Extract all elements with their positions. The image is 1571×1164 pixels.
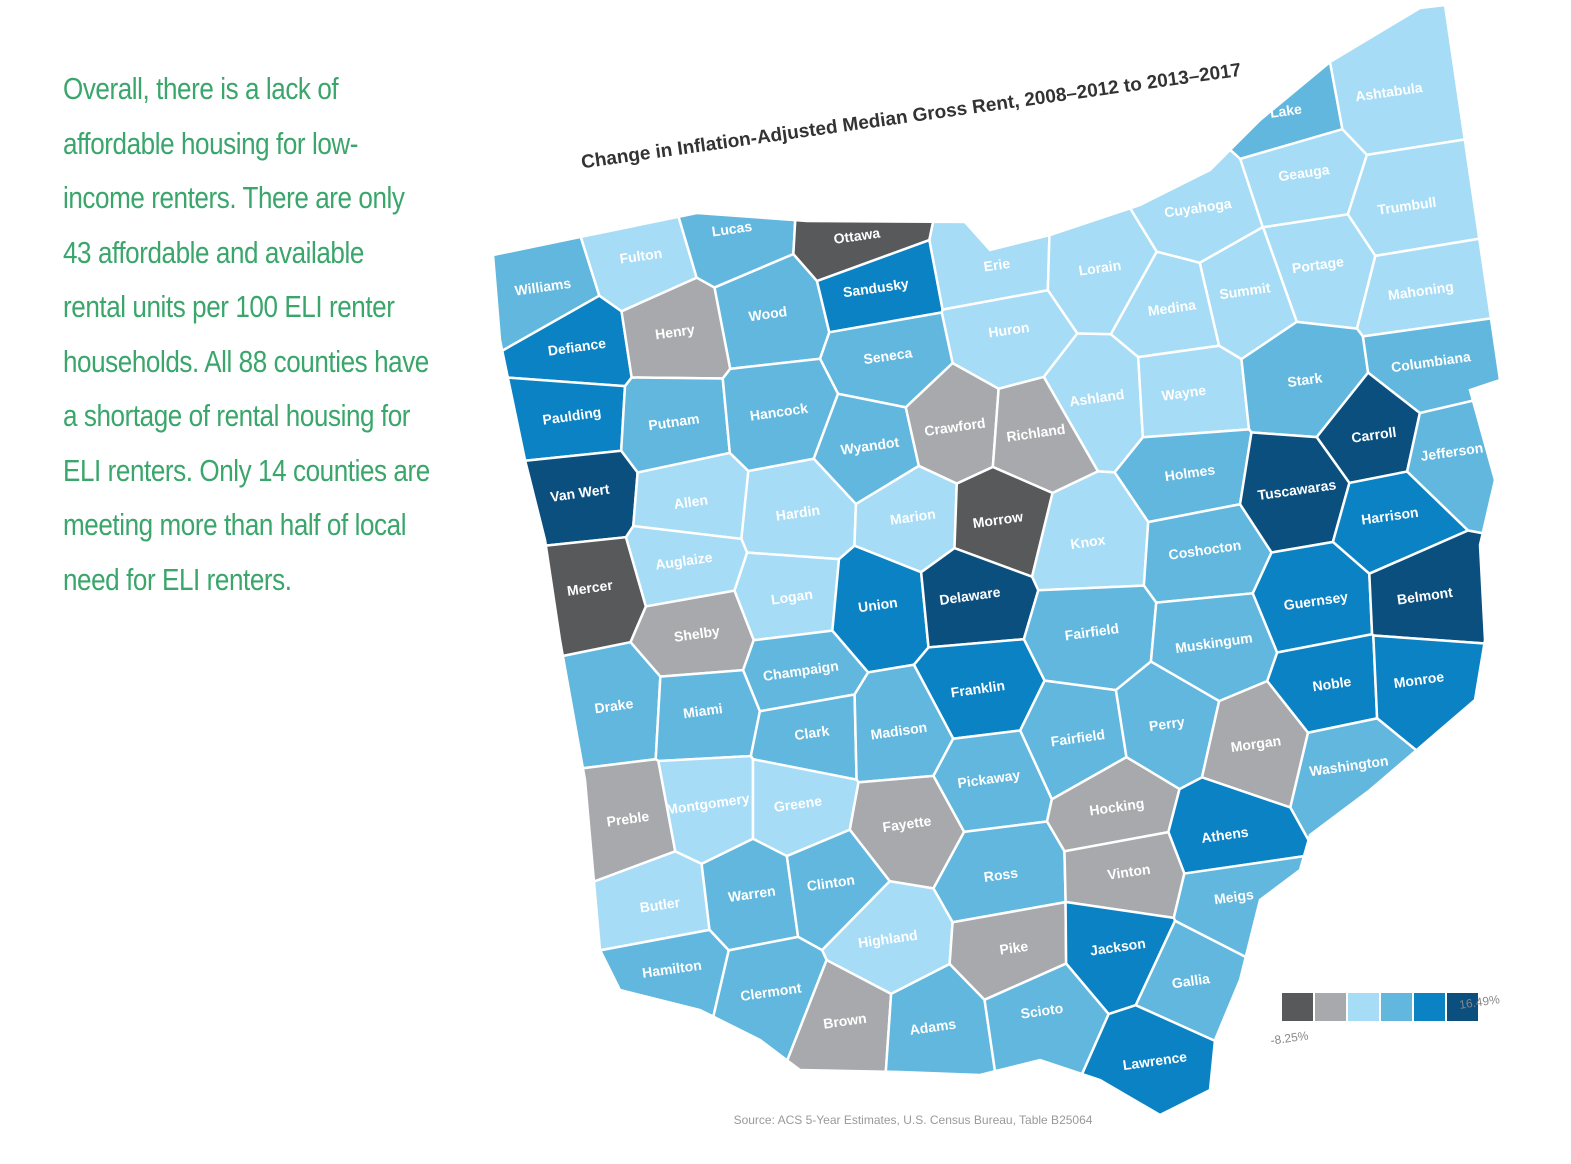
county-label: Fayette xyxy=(881,812,932,835)
county-label: Mercer xyxy=(566,577,614,599)
county-label: Fairfield xyxy=(1064,620,1120,643)
county-label: Ottawa xyxy=(833,225,882,247)
county-label: Miami xyxy=(682,700,724,721)
county-label: Erie xyxy=(983,255,1012,275)
county-label: Madison xyxy=(870,719,928,743)
county xyxy=(1328,3,1467,157)
county-label: Clinton xyxy=(806,871,856,894)
county-label: Union xyxy=(857,594,898,615)
text-line: need for ELI renters. xyxy=(63,561,292,597)
county-label: Knox xyxy=(1069,531,1106,552)
legend-swatch xyxy=(1315,993,1346,1021)
county xyxy=(1080,1003,1217,1117)
map-title: Change in Inflation-Adjusted Median Gros… xyxy=(580,60,1243,174)
county-label: Noble xyxy=(1311,673,1352,694)
county-label: Williams xyxy=(514,275,573,299)
county-label: Ross xyxy=(983,864,1019,885)
county-label: Greene xyxy=(773,792,823,815)
county-label: Allen xyxy=(673,491,709,512)
county-label: Lorain xyxy=(1078,257,1123,279)
county-label: Scioto xyxy=(1020,1000,1065,1022)
county-label: Clark xyxy=(793,722,830,743)
county-label: Drake xyxy=(593,695,634,716)
text-line: a shortage of rental housing for xyxy=(63,398,411,433)
county-label: Warren xyxy=(727,882,776,904)
county-label: Monroe xyxy=(1393,668,1445,691)
county-label: Jackson xyxy=(1089,935,1147,959)
text-line: meeting more than half of local xyxy=(63,507,407,542)
county-label: Belmont xyxy=(1396,584,1454,608)
text-line: households. All 88 counties have xyxy=(63,343,429,379)
legend-max: 16.49% xyxy=(1458,992,1501,1012)
county-label: Stark xyxy=(1286,369,1323,390)
county-label: Wayne xyxy=(1161,382,1208,404)
county-label: Meigs xyxy=(1213,886,1255,907)
county-label: Butler xyxy=(639,894,682,916)
source: Source: ACS 5-Year Estimates, U.S. Censu… xyxy=(734,1113,1093,1127)
county-label: Pike xyxy=(998,938,1029,958)
county-label: Franklin xyxy=(950,677,1006,700)
legend-swatch xyxy=(1447,993,1478,1021)
text-line: income renters. There are only xyxy=(63,180,405,215)
county-label: Perry xyxy=(1148,713,1186,734)
county-label: Seneca xyxy=(862,344,913,367)
legend-swatch xyxy=(1282,993,1313,1021)
county-label: Hocking xyxy=(1088,795,1145,819)
text-line: affordable housing for low- xyxy=(63,125,359,161)
county-label: Marion xyxy=(889,506,937,528)
county-label: Putnam xyxy=(647,410,700,433)
county-label: Brown xyxy=(822,1010,867,1032)
county-label: Lake xyxy=(1269,101,1303,121)
county-label: Morgan xyxy=(1230,732,1282,755)
county-label: Portage xyxy=(1291,253,1345,276)
county xyxy=(884,962,997,1077)
county-label: Fulton xyxy=(619,245,664,267)
county xyxy=(1288,717,1419,844)
county-label: Athens xyxy=(1200,823,1249,845)
county-label: Medina xyxy=(1147,296,1197,319)
county-label: Carroll xyxy=(1350,424,1397,446)
county-label: Shelby xyxy=(673,623,721,645)
county-label: Hardin xyxy=(775,502,821,524)
text-line: rental units per 100 ELI renter xyxy=(63,289,395,324)
legend-swatch xyxy=(1348,993,1379,1021)
legend xyxy=(1282,993,1478,1021)
county-label: Geauga xyxy=(1277,161,1330,184)
text-line: Overall, there is a lack of xyxy=(63,71,339,106)
text-line: ELI renters. Only 14 counties are xyxy=(63,452,430,488)
body-text: Overall, there is a lack of affordable ho… xyxy=(63,62,430,607)
county-label: Fairfield xyxy=(1050,726,1106,749)
county-label: Vinton xyxy=(1106,861,1151,883)
county-label: Morrow xyxy=(972,508,1024,531)
county-label: Summit xyxy=(1218,279,1271,302)
county-label: Logan xyxy=(770,586,814,608)
county-label: Henry xyxy=(654,321,696,342)
county-label: Preble xyxy=(606,808,651,830)
county-label: Ashland xyxy=(1068,386,1125,410)
text-line: 43 affordable and available xyxy=(63,234,364,270)
county-label: Adams xyxy=(909,1016,958,1038)
county-label: Holmes xyxy=(1164,461,1217,484)
county-label: Lucas xyxy=(711,218,754,240)
county-label: Harrison xyxy=(1360,504,1419,528)
county-label: Auglaize xyxy=(654,549,713,573)
legend-swatch xyxy=(1381,993,1412,1021)
legend-swatch xyxy=(1414,993,1445,1021)
county-label: Gallia xyxy=(1171,970,1211,991)
legend-min: -8.25% xyxy=(1270,1028,1310,1047)
county-label: Huron xyxy=(987,319,1030,341)
county-label: Wood xyxy=(748,303,788,324)
